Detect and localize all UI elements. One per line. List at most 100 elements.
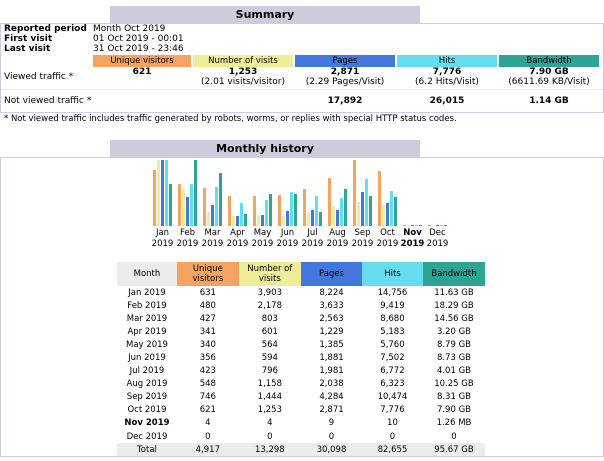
table-cell-visits: 1,158 [257, 379, 282, 390]
summary-title-bar: Summary [110, 6, 420, 23]
bar [407, 225, 410, 226]
viewed-hits: 7,776 [432, 67, 462, 77]
viewed-bandwidth-sub: (6611.69 KB/Visit) [508, 77, 590, 87]
table-cell-pages: 8,224 [319, 287, 344, 298]
table-cell-bandwidth: 7.90 GB [436, 405, 471, 416]
tick-label-month: Oct [380, 228, 395, 238]
summary-col-pages: Pages [295, 55, 395, 67]
monthly-chart [150, 160, 450, 226]
total-cell-unique: 4,917 [195, 444, 220, 455]
table-cell-month: Sep 2019 [126, 392, 168, 403]
table-cell-month: Feb 2019 [127, 300, 167, 311]
bar [207, 212, 210, 226]
first-visit-value: 01 Oct 2019 - 00:01 [93, 34, 184, 44]
table-cell-unique: 356 [199, 353, 216, 364]
bar [336, 210, 339, 226]
bar [190, 184, 193, 226]
bar-group [403, 160, 423, 226]
table-cell-unique: 621 [199, 405, 216, 416]
bar [290, 192, 293, 226]
table-cell-bandwidth: 10.25 GB [434, 379, 474, 390]
bar-group [253, 160, 273, 226]
bar [178, 184, 181, 226]
summary-panel [0, 23, 604, 113]
bar-group [278, 160, 298, 226]
monthly-panel [0, 157, 604, 457]
tick-label-month: May [253, 228, 272, 238]
tick-label-year: 2019 [326, 239, 349, 249]
tick-label-year: 2019 [351, 239, 374, 249]
table-cell-month: Jun 2019 [128, 353, 166, 364]
monthly-title-bar: Monthly history [110, 140, 420, 157]
table-row: Nov 2019 4 4 9 10 1.26 MB [117, 417, 485, 430]
table-cell-unique: 746 [199, 392, 216, 403]
bar [286, 211, 289, 226]
table-cell-pages: 9 [328, 418, 335, 429]
tick-label-month: Aug [329, 228, 346, 238]
table-cell-unique: 340 [199, 339, 216, 350]
viewed-pages: 2,871 [330, 67, 360, 77]
monthly-table: Month Unique visitors Number of visits P… [117, 262, 485, 457]
monthly-chart-ticks: Jan 2019 Feb 2019 Mar 2019 Apr 2019 May 2019 Jun 20… [150, 228, 450, 250]
table-cell-pages: 1,229 [319, 326, 344, 337]
monthly-col-unique: Unique visitors [176, 262, 239, 286]
table-cell-visits: 1,253 [257, 405, 282, 416]
bar [344, 189, 347, 226]
table-cell-bandwidth: 3.20 GB [436, 326, 471, 337]
bar-group [228, 160, 248, 226]
table-cell-hits: 5,760 [380, 339, 405, 350]
bar [194, 160, 197, 226]
bar [411, 225, 414, 226]
summary-col-hits: Hits [397, 55, 497, 67]
monthly-col-pages: Pages [301, 262, 362, 286]
bar [211, 205, 214, 226]
table-cell-month: Dec 2019 [126, 431, 168, 442]
bar [444, 225, 447, 226]
table-cell-hits: 6,772 [380, 366, 405, 377]
table-row: Feb 2019 480 2,178 3,633 9,419 18.29 GB [117, 299, 485, 312]
last-visit-value: 31 Oct 2019 - 23:46 [93, 44, 184, 54]
footnote: * Not viewed traffic includes traffic ge… [4, 114, 457, 124]
bar [319, 212, 322, 226]
bar [361, 192, 364, 226]
tick-label-month: Apr [230, 228, 245, 238]
table-cell-unique: 548 [199, 379, 216, 390]
bar-group [353, 160, 373, 226]
tick-label-month: Mar [204, 228, 221, 238]
table-cell-pages: 1,981 [319, 366, 344, 377]
table-cell-bandwidth: 8.31 GB [436, 392, 471, 403]
tick-label-year: 2019 [301, 239, 324, 249]
monthly-col-month: Month [117, 262, 177, 286]
table-cell-hits: 8,680 [380, 313, 405, 324]
bar [282, 216, 285, 226]
table-cell-hits: 10,474 [377, 392, 408, 403]
table-cell-pages: 0 [328, 431, 335, 442]
tick-label: Aug 2019 [322, 228, 353, 250]
summary-divider [1, 89, 603, 90]
tick-label-month: Feb [179, 228, 196, 238]
viewed-hits-sub: (6.2 Hits/Visit) [415, 77, 479, 87]
table-cell-visits: 1,444 [257, 392, 282, 403]
bar [265, 200, 268, 226]
total-cell-month: Total [137, 444, 157, 455]
table-cell-unique: 423 [199, 366, 216, 377]
viewed-visits: 1,253 [228, 67, 258, 77]
tick-label-month: Nov [403, 228, 422, 238]
table-cell-hits: 5,183 [380, 326, 405, 337]
table-cell-month: Oct 2019 [127, 405, 167, 416]
bar [390, 191, 393, 226]
table-row: Dec 2019 0 0 0 0 0 [117, 430, 485, 443]
table-cell-hits: 10 [387, 418, 398, 429]
tick-label-month: Jan [155, 228, 170, 238]
bar [311, 210, 314, 226]
table-cell-visits: 4 [267, 418, 273, 429]
tick-label-year: 2019 [251, 239, 274, 249]
bar-group [378, 160, 398, 226]
table-cell-visits: 0 [267, 431, 273, 442]
bar-group [178, 160, 198, 226]
table-cell-unique: 427 [199, 313, 216, 324]
tick-label-month: Dec [429, 228, 446, 238]
table-cell-pages: 2,871 [319, 405, 344, 416]
table-cell-pages: 3,633 [319, 300, 344, 311]
table-cell-visits: 796 [261, 366, 278, 377]
